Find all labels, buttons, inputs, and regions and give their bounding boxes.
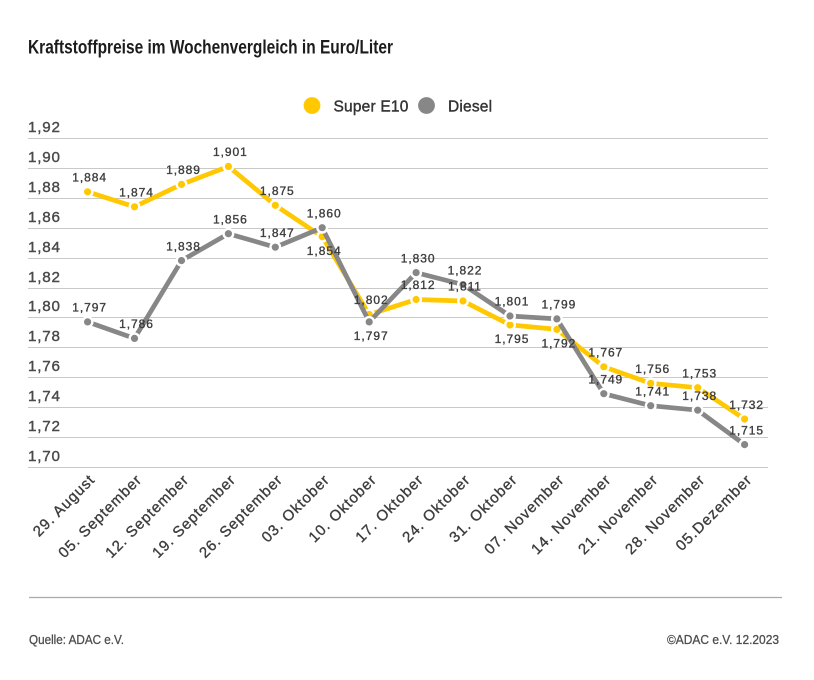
svg-text:1,753: 1,753 [682, 366, 717, 380]
svg-text:1,90: 1,90 [28, 149, 61, 166]
svg-text:1,741: 1,741 [635, 384, 670, 398]
svg-text:1,86: 1,86 [28, 209, 61, 226]
svg-text:1,854: 1,854 [307, 244, 342, 258]
svg-text:1,901: 1,901 [213, 145, 248, 159]
svg-text:1,767: 1,767 [588, 346, 623, 360]
svg-text:1,76: 1,76 [28, 358, 61, 375]
svg-text:Diesel: Diesel [448, 99, 492, 116]
svg-text:1,875: 1,875 [260, 184, 295, 198]
svg-text:1,84: 1,84 [28, 239, 61, 256]
svg-text:1,80: 1,80 [28, 298, 61, 315]
svg-text:1,715: 1,715 [729, 423, 764, 437]
svg-text:1,92: 1,92 [28, 119, 61, 136]
svg-text:Super E10: Super E10 [334, 99, 409, 116]
svg-text:1,856: 1,856 [213, 212, 248, 226]
svg-text:1,799: 1,799 [542, 298, 577, 312]
svg-text:1,884: 1,884 [72, 171, 107, 185]
svg-text:1,889: 1,889 [166, 163, 201, 177]
svg-text:1,802: 1,802 [354, 293, 389, 307]
svg-text:1,74: 1,74 [28, 388, 61, 405]
svg-text:1,795: 1,795 [495, 332, 530, 346]
svg-text:1,801: 1,801 [495, 295, 530, 309]
svg-text:Kraftstoffpreise im Wochenverg: Kraftstoffpreise im Wochenvergleich in E… [28, 38, 393, 59]
svg-text:1,822: 1,822 [448, 263, 483, 277]
svg-text:1,812: 1,812 [401, 278, 436, 292]
svg-text:1,860: 1,860 [307, 206, 342, 220]
svg-text:1,738: 1,738 [682, 389, 717, 403]
svg-text:1,811: 1,811 [448, 280, 482, 294]
svg-text:1,792: 1,792 [542, 337, 577, 351]
svg-text:1,78: 1,78 [28, 328, 61, 345]
svg-text:1,830: 1,830 [401, 251, 436, 265]
svg-text:1,82: 1,82 [28, 269, 61, 286]
svg-text:1,838: 1,838 [166, 239, 201, 253]
svg-text:Quelle: ADAC e.V.: Quelle: ADAC e.V. [29, 632, 124, 647]
svg-text:1,732: 1,732 [729, 398, 764, 412]
svg-text:1,797: 1,797 [354, 329, 389, 343]
svg-text:1,786: 1,786 [119, 317, 154, 331]
svg-text:1,88: 1,88 [28, 179, 61, 196]
svg-text:1,797: 1,797 [72, 301, 107, 315]
svg-text:1,749: 1,749 [588, 372, 623, 386]
svg-text:1,874: 1,874 [119, 186, 154, 200]
svg-text:1,70: 1,70 [28, 448, 61, 465]
svg-text:1,72: 1,72 [28, 418, 61, 435]
svg-text:1,756: 1,756 [635, 362, 670, 376]
svg-text:©ADAC e.V. 12.2023: ©ADAC e.V. 12.2023 [667, 632, 779, 647]
svg-text:1,847: 1,847 [260, 226, 295, 240]
